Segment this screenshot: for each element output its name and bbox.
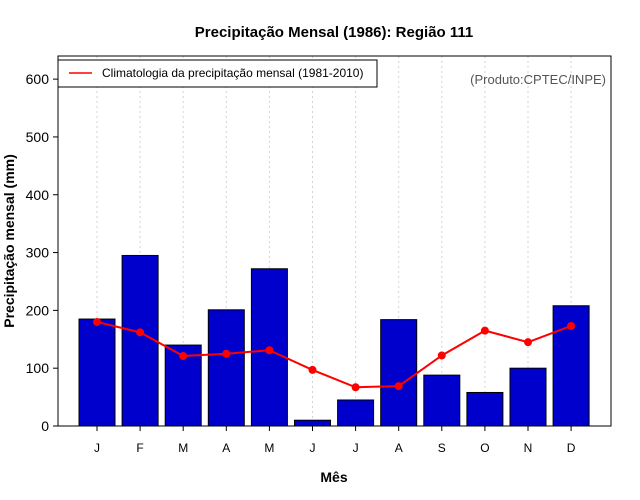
x-tick-label: J (310, 441, 316, 455)
plot-frame (57, 55, 612, 427)
legend: Climatologia da precipitação mensal (198… (57, 59, 378, 88)
grid-lines (96, 56, 572, 426)
climatology-point-12 (567, 321, 576, 330)
bar-2 (121, 254, 159, 427)
climatology-point-1 (93, 317, 101, 326)
x-tick-label: A (222, 441, 230, 455)
climatology-point-6 (308, 365, 317, 374)
legend-box (57, 59, 378, 88)
x-tick-label: D (567, 441, 576, 455)
climatology-point-3 (179, 352, 188, 361)
x-tick-label: O (480, 441, 489, 455)
x-tick-label: M (264, 441, 274, 455)
bar-10 (466, 391, 504, 427)
bar-1 (78, 318, 116, 427)
legend-entry-climatology: Climatologia da precipitação mensal (198… (102, 66, 363, 80)
bar-11 (509, 367, 547, 427)
y-tick-label: 500 (26, 129, 50, 145)
climatology-point-7 (351, 383, 360, 392)
y-axis: 0 100 200 300 400 500 600 (26, 71, 58, 434)
bar-6 (294, 419, 331, 427)
bar-9 (423, 374, 461, 427)
y-tick-label: 400 (26, 187, 50, 203)
y-tick-label: 0 (41, 418, 49, 434)
source-annotation: (Produto:CPTEC/INPE) (470, 72, 606, 87)
y-tick-label: 200 (26, 302, 50, 318)
y-tick-label: 100 (26, 360, 50, 376)
x-tick-label: J (353, 441, 359, 455)
climatology-line (93, 317, 576, 392)
climatology-point-4 (222, 349, 231, 358)
chart-title: Precipitação Mensal (1986): Região 111 (195, 24, 473, 41)
y-axis-label: Precipitação mensal (mm) (1, 154, 17, 328)
x-tick-label: N (524, 441, 533, 455)
y-tick-label: 600 (26, 71, 50, 87)
climatology-point-11 (524, 338, 532, 347)
bars (78, 254, 590, 427)
bar-7 (337, 399, 375, 427)
bar-4 (207, 309, 245, 427)
climatology-point-5 (265, 346, 274, 355)
climatology-point-9 (437, 351, 446, 360)
climatology-point-8 (394, 382, 403, 391)
x-tick-label: M (178, 441, 188, 455)
y-tick-label: 300 (26, 245, 50, 261)
x-tick-label: A (395, 441, 403, 455)
climatology-point-10 (480, 326, 489, 335)
x-axis-label: Mês (320, 469, 347, 485)
climatology-point-2 (136, 328, 145, 337)
x-tick-label: S (438, 441, 446, 455)
x-tick-label: F (136, 441, 143, 455)
bar-8 (380, 319, 418, 427)
climatology-polyline (96, 320, 572, 389)
x-tick-label: J (94, 441, 100, 455)
